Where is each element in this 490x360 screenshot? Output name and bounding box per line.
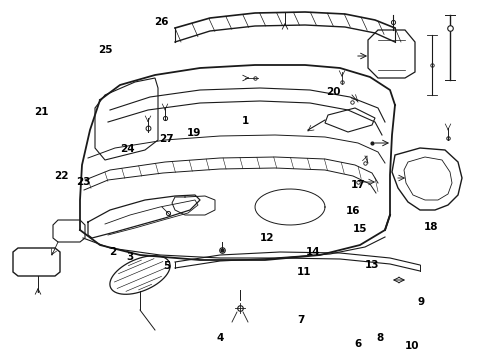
Text: 10: 10 [404, 341, 419, 351]
Text: 6: 6 [354, 339, 361, 349]
Text: 12: 12 [260, 233, 274, 243]
Text: 26: 26 [154, 17, 169, 27]
Text: 19: 19 [186, 128, 201, 138]
Text: 18: 18 [424, 222, 439, 232]
Text: 25: 25 [98, 45, 113, 55]
Text: 9: 9 [418, 297, 425, 307]
Text: 27: 27 [159, 134, 174, 144]
Text: 21: 21 [34, 107, 49, 117]
Text: 13: 13 [365, 260, 380, 270]
Text: 14: 14 [306, 247, 321, 257]
Text: 2: 2 [109, 247, 116, 257]
Text: 3: 3 [126, 252, 133, 262]
Text: 22: 22 [54, 171, 69, 181]
Text: 1: 1 [242, 116, 248, 126]
Text: 11: 11 [296, 267, 311, 277]
Text: 8: 8 [376, 333, 383, 343]
Text: 15: 15 [353, 224, 368, 234]
Text: 16: 16 [345, 206, 360, 216]
Text: 23: 23 [76, 177, 91, 187]
Text: 17: 17 [350, 180, 365, 190]
Text: 24: 24 [120, 144, 135, 154]
Text: 4: 4 [217, 333, 224, 343]
Text: 20: 20 [326, 87, 341, 97]
Text: 7: 7 [297, 315, 305, 325]
Text: 5: 5 [163, 261, 170, 271]
